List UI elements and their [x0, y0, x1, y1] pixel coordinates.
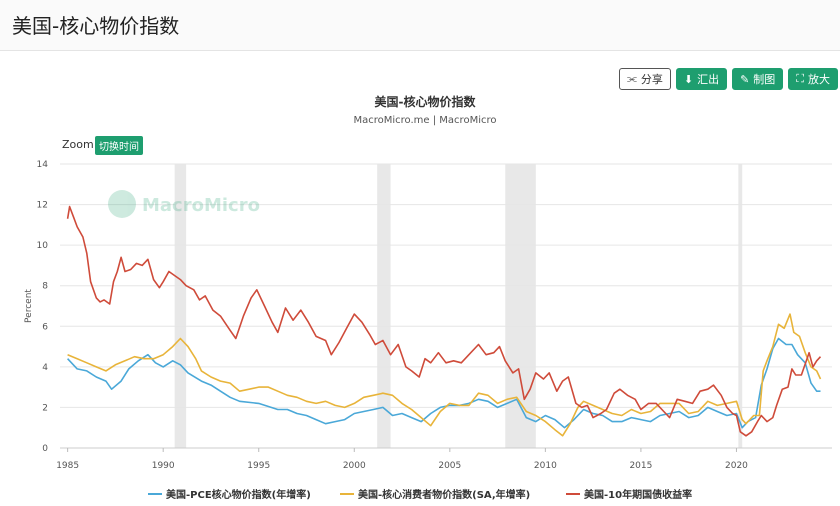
chart-title: 美国-核心物价指数 [375, 94, 477, 109]
recession-band [505, 164, 536, 448]
pencil-icon: ✎ [740, 72, 750, 86]
x-tick-label: 1985 [56, 461, 79, 471]
y-tick-label: 10 [37, 241, 49, 251]
zoom-label: Zoom [62, 138, 94, 151]
time-toggle-button[interactable]: 切换时间 [95, 136, 143, 155]
x-tick-label: 2010 [534, 461, 557, 471]
y-tick-label: 8 [42, 282, 48, 292]
legend-label: 美国-核心消费者物价指数(SA,年增率) [358, 488, 530, 501]
watermark: MacroMicro [108, 190, 260, 218]
fullscreen-button[interactable]: ⛶ 放大 [788, 68, 838, 90]
series-line [67, 313, 822, 437]
page-title: 美国-核心物价指数 [12, 14, 180, 38]
export-button-label: 汇出 [697, 73, 720, 86]
chart-subtitle: MacroMicro.me | MacroMicro [354, 115, 497, 126]
share-button-label: 分享 [640, 73, 663, 86]
share-button[interactable]: ⫘ 分享 [618, 68, 671, 90]
x-tick-label: 1995 [247, 461, 270, 471]
x-tick-label: 2005 [438, 461, 461, 471]
download-icon: ⬇ [683, 72, 694, 86]
y-axis-label: Percent [24, 289, 34, 323]
draw-button-label: 制图 [753, 73, 776, 86]
export-button[interactable]: ⬇ 汇出 [675, 68, 728, 90]
fullscreen-button-label: 放大 [808, 73, 830, 86]
legend-label: 美国-PCE核心物价指数(年增率) [166, 488, 311, 501]
y-tick-label: 6 [42, 322, 48, 332]
x-tick-label: 1990 [152, 461, 175, 471]
chart-toolbar: ⫘ 分享 ⬇ 汇出 ✎ 制图 ⛶ 放大 [618, 68, 838, 90]
y-tick-label: 14 [37, 160, 49, 170]
x-tick-label: 2020 [725, 461, 748, 471]
recession-band [174, 164, 187, 448]
page-header: 美国-核心物价指数 [0, 0, 840, 51]
y-tick-label: 2 [42, 403, 48, 413]
y-tick-label: 12 [37, 201, 48, 211]
share-icon: ⫘ [626, 72, 637, 85]
series-line [67, 337, 821, 429]
watermark-text: MacroMicro [142, 195, 260, 216]
draw-button[interactable]: ✎ 制图 [732, 68, 784, 90]
x-tick-label: 2000 [343, 461, 366, 471]
expand-icon: ⛶ [796, 72, 804, 85]
y-tick-label: 4 [42, 363, 48, 373]
recession-band [377, 164, 391, 448]
recession-band [738, 164, 743, 448]
series-line [66, 205, 822, 437]
y-tick-label: 0 [42, 444, 48, 454]
watermark-logo-icon [108, 190, 136, 218]
legend-label: 美国-10年期国债收益率 [584, 488, 692, 501]
x-tick-label: 2015 [629, 461, 652, 471]
